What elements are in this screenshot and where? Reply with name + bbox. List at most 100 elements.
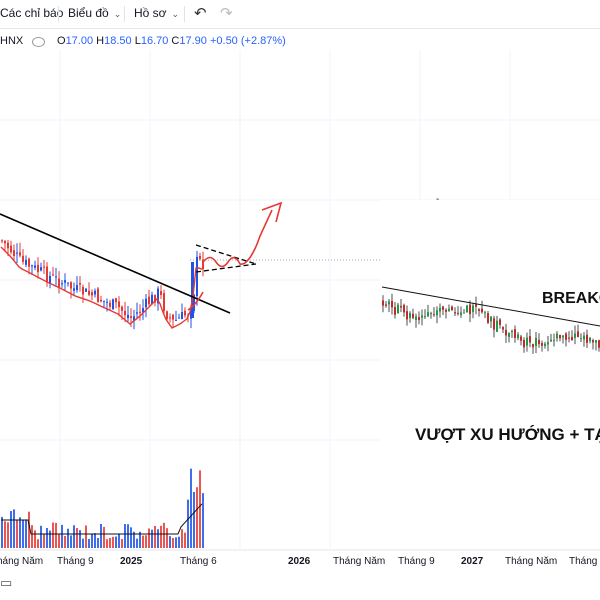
volume-bar: [46, 528, 48, 548]
toolbar-divider: [184, 6, 185, 22]
inset-candle-body: [415, 316, 417, 320]
volume-bars: [1, 468, 204, 548]
volume-bar: [34, 530, 36, 548]
volume-bar: [157, 529, 159, 548]
x-label: 2027: [461, 556, 484, 567]
inset-candle-body: [499, 319, 501, 325]
breakout-text: BREAKO: [542, 290, 600, 307]
inset-candle-body: [460, 312, 462, 315]
volume-bar: [31, 525, 33, 548]
candle-body: [16, 252, 18, 254]
candle-body: [1, 240, 3, 242]
eye-icon[interactable]: [32, 37, 45, 47]
indicators-button[interactable]: Các chỉ báo: [0, 6, 63, 20]
profile-button[interactable]: Hồ sơ ⌄: [134, 6, 179, 20]
inset-candle-body: [568, 337, 570, 339]
inset-candle-body: [541, 343, 543, 346]
candle-body: [37, 264, 39, 273]
inset-candle-body: [400, 305, 402, 308]
volume-bar: [88, 538, 90, 548]
volume-bar: [172, 537, 174, 548]
inset-candle-body: [445, 309, 447, 312]
candle-body: [34, 265, 36, 268]
inset-candle-body: [406, 311, 408, 320]
inset-candle-body: [559, 334, 561, 339]
inset-candle-body: [550, 339, 552, 342]
volume-bar: [82, 538, 84, 548]
breakout-candle: [191, 262, 194, 318]
volume-bar: [154, 525, 156, 548]
volume-bar: [196, 487, 198, 548]
candle-body: [76, 285, 78, 291]
undo-icon[interactable]: ↶: [194, 5, 207, 22]
volume-bar: [97, 537, 99, 548]
candle-body: [181, 312, 183, 320]
inset-candle-body: [505, 329, 507, 336]
inset-candle-body: [487, 313, 489, 323]
inset-candle-body: [547, 342, 549, 345]
inset-candle-body: [391, 300, 393, 308]
volume-bar: [43, 534, 45, 548]
low-label: L: [134, 35, 141, 47]
candle-body: [160, 291, 162, 295]
inset-candle-body: [592, 340, 594, 343]
volume-bar: [76, 528, 78, 548]
volume-bar: [109, 537, 111, 548]
volume-bar: [175, 537, 177, 548]
volume-bar: [115, 536, 117, 548]
inset-candle-body: [409, 313, 411, 319]
indicators-label: Các chỉ báo: [0, 6, 64, 20]
toolbar-divider: [124, 6, 125, 22]
candle-body: [169, 317, 171, 319]
candles: [1, 239, 204, 330]
moving-average-line: [0, 246, 203, 329]
candle-body: [13, 250, 15, 257]
breakout-curve: [187, 291, 204, 311]
volume-bar: [22, 519, 24, 548]
candle-body: [124, 310, 126, 316]
candle-body: [172, 314, 174, 320]
inset-candle-body: [508, 332, 510, 337]
inset-candle-body: [451, 306, 453, 310]
candle-body: [25, 259, 27, 265]
candle-body: [154, 294, 156, 303]
chart-type-button[interactable]: Biểu đồ ⌄: [68, 6, 121, 20]
pennant-pattern[interactable]: [195, 244, 257, 273]
candle-body: [7, 242, 9, 249]
bottom-toolbar-icon[interactable]: ▭: [0, 575, 13, 590]
candle-body: [139, 311, 141, 313]
inset-candle-body: [439, 307, 441, 312]
volume-bar: [112, 536, 114, 548]
candle-body: [100, 299, 102, 302]
inset-candle-body: [502, 327, 504, 330]
projection-arrow[interactable]: [202, 209, 273, 268]
candle-body: [19, 252, 21, 256]
inset-candle-body: [448, 308, 450, 312]
trendline[interactable]: [0, 213, 231, 314]
inset-candle-body: [493, 318, 495, 330]
volume-bar: [202, 493, 204, 548]
candle-body: [91, 292, 93, 296]
inset-candle-body: [553, 339, 555, 341]
candle-body: [22, 255, 24, 262]
volume-ma-line: [1, 503, 203, 535]
candle-body: [166, 311, 168, 319]
inset-candle-body: [430, 313, 432, 315]
volume-bar: [190, 468, 192, 548]
inset-candle-body: [412, 313, 414, 318]
inset-candle-body: [535, 337, 537, 346]
symbol-name[interactable]: HNX: [0, 35, 24, 47]
candle-body: [49, 276, 51, 284]
volume-bar: [163, 522, 165, 548]
volume-bar: [73, 525, 75, 548]
profile-label: Hồ sơ: [134, 6, 167, 20]
volume-bar: [145, 535, 147, 548]
volume-bar: [67, 528, 69, 548]
volume-bar: [49, 530, 51, 548]
inset-candle-body: [571, 336, 573, 341]
volume-bar: [148, 528, 150, 548]
redo-icon[interactable]: ↷: [220, 5, 233, 22]
inset-chart-panel: [380, 200, 600, 548]
volume-bar: [91, 534, 93, 548]
